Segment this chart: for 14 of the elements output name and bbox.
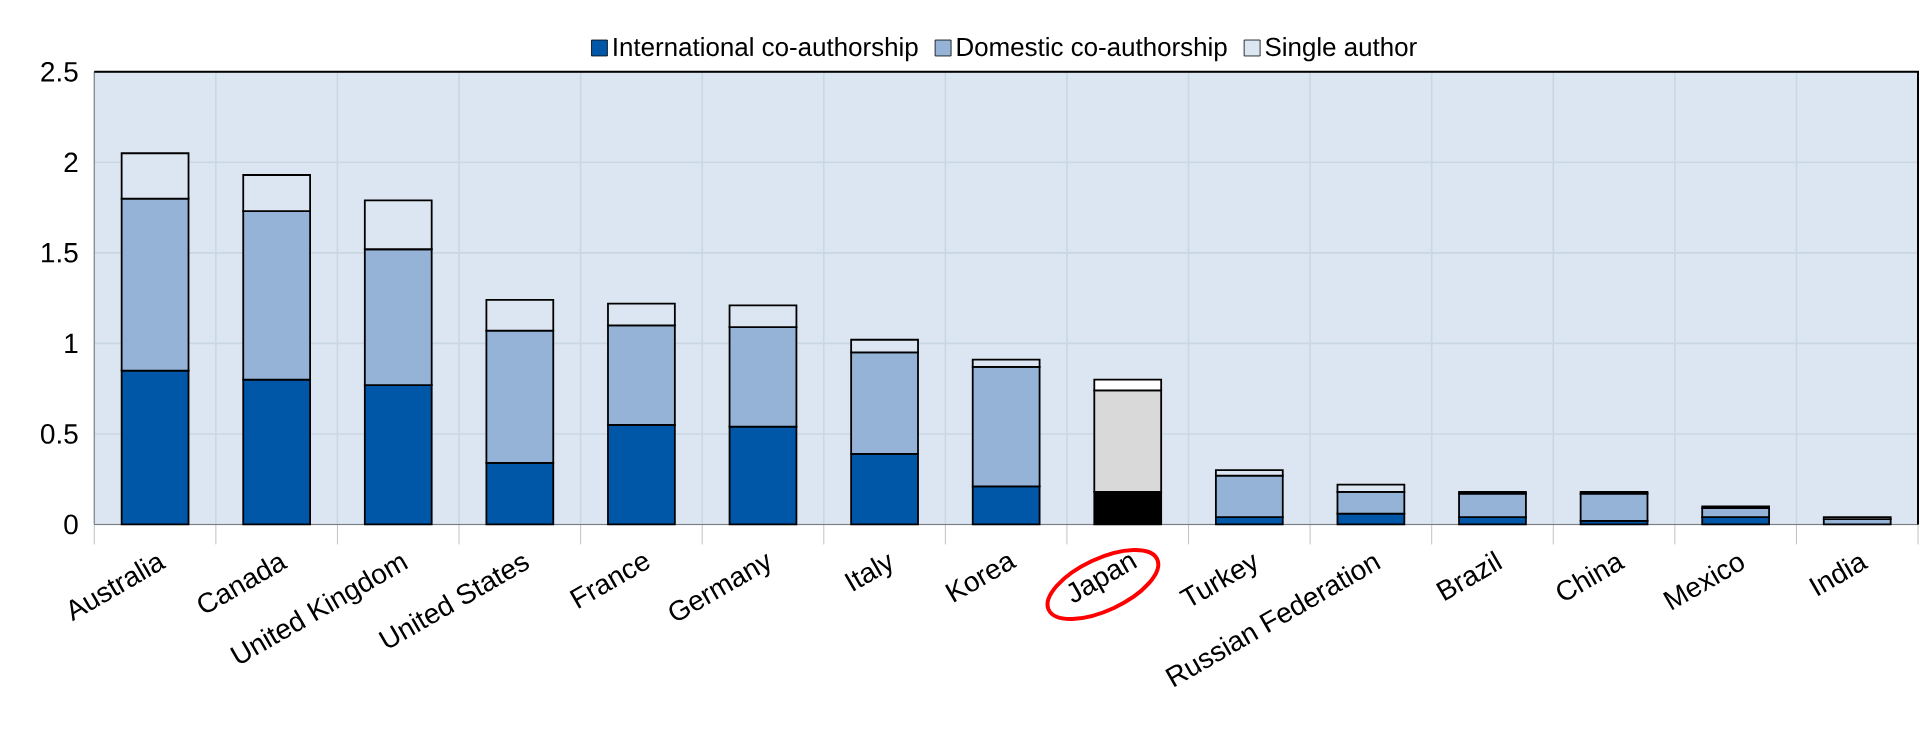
y-tick-label: 0.5 — [41, 424, 78, 444]
bar — [1579, 492, 1649, 522]
y-tick-label: 0 — [64, 514, 78, 535]
y-tick-label: 1.5 — [42, 243, 78, 263]
y-tick-label: 2.5 — [41, 61, 78, 82]
x-tick-label: Korea — [945, 556, 1018, 603]
x-tick-label: Italy — [844, 554, 892, 592]
y-tick-label: 1 — [65, 333, 78, 354]
legend-label: Single author — [1265, 37, 1417, 62]
legend-label: Domestic co-authorship — [957, 37, 1227, 62]
y-tick-label: 2 — [64, 152, 78, 173]
x-tick-label: India — [1808, 556, 1869, 597]
legend-label: International co-authorship — [614, 37, 918, 62]
x-tick-label: China — [1557, 556, 1626, 600]
